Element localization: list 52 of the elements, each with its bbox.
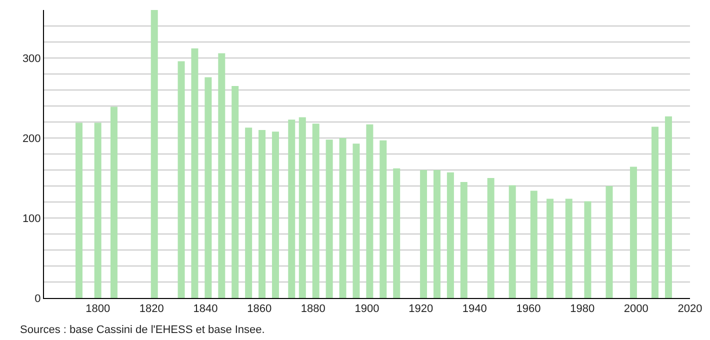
bar (584, 201, 592, 298)
y-tick-label: 200 (22, 132, 41, 145)
bar (433, 170, 440, 298)
bar (75, 122, 82, 298)
bar (446, 172, 454, 298)
bar (110, 106, 118, 298)
bar (508, 185, 516, 298)
bar (204, 77, 212, 298)
bar (150, 10, 158, 298)
bar (272, 132, 279, 298)
bar (312, 124, 320, 298)
x-tick-label: 1920 (408, 303, 434, 316)
bar (420, 170, 428, 298)
bar (94, 122, 102, 298)
bar (178, 61, 185, 298)
x-tick-label: 1880 (300, 303, 326, 316)
y-tick-label: 100 (22, 212, 41, 225)
bar (380, 140, 387, 298)
y-tick-label: 300 (22, 52, 41, 65)
bar (245, 128, 252, 298)
bar (530, 190, 538, 298)
x-tick-label: 1900 (354, 303, 380, 316)
source-note: Sources : base Cassini de l'EHESS et base Insee. (20, 324, 265, 336)
bar (546, 198, 554, 298)
x-tick-label: 1940 (462, 303, 487, 316)
bar (191, 48, 198, 298)
bar (652, 126, 659, 298)
bar (258, 130, 266, 298)
bar (232, 86, 239, 298)
x-tick-label: 1980 (570, 303, 595, 316)
bar (352, 144, 360, 298)
bar (339, 138, 346, 298)
bar (288, 120, 296, 298)
bar (460, 182, 468, 298)
y-tick-label: 0 (34, 292, 41, 305)
x-tick-label: 1860 (247, 303, 272, 316)
bar (630, 166, 637, 298)
bar (664, 116, 672, 298)
bar (326, 140, 333, 298)
bar (565, 198, 572, 298)
bar (218, 53, 226, 298)
bar (298, 117, 306, 298)
x-tick-label: 2000 (624, 303, 648, 316)
bar (366, 124, 374, 298)
x-tick-label: 2020 (678, 303, 702, 316)
x-tick-label: 1960 (516, 303, 541, 316)
x-tick-label: 1800 (86, 303, 110, 316)
x-tick-label: 1840 (193, 303, 218, 316)
bar (393, 168, 400, 298)
x-tick-label: 1820 (139, 303, 164, 316)
bar (487, 178, 494, 298)
bar (606, 186, 613, 298)
